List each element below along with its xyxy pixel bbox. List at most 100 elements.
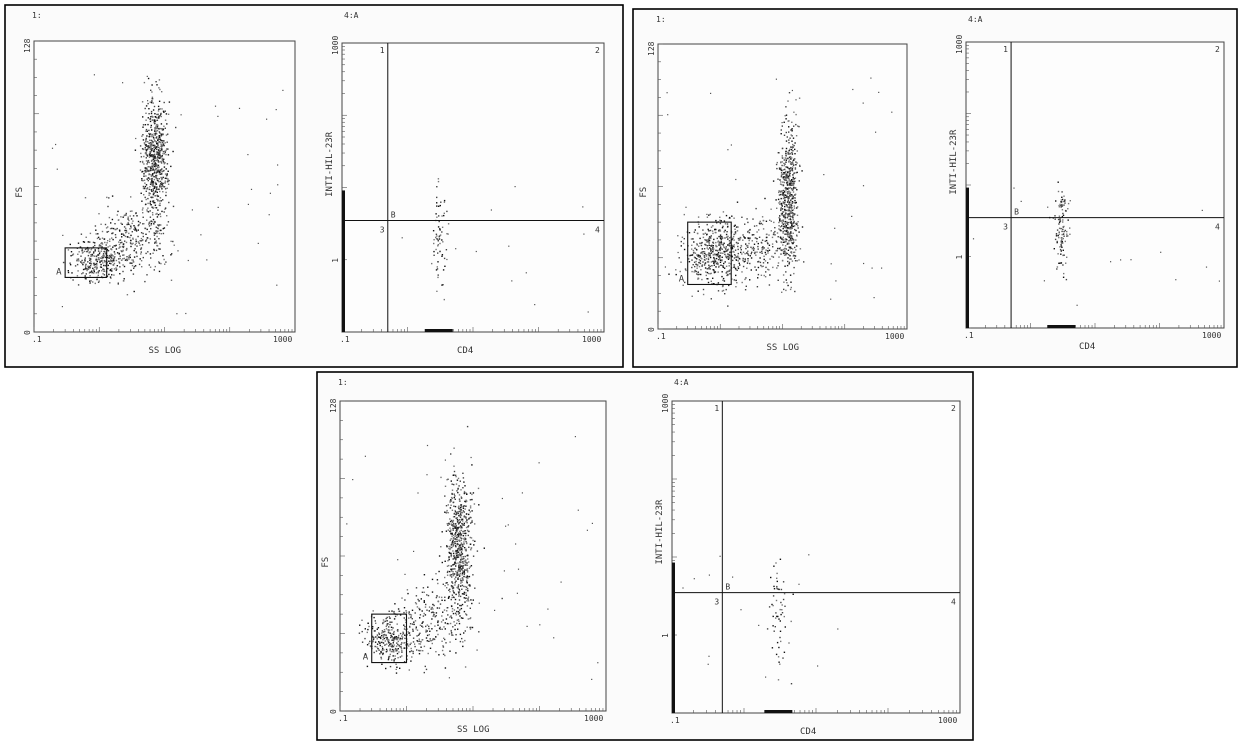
event-point — [89, 280, 91, 282]
event-point — [467, 598, 469, 600]
event-point — [737, 255, 739, 257]
event-point — [77, 284, 80, 286]
event-point — [110, 253, 112, 255]
event-point — [446, 574, 449, 576]
event-point — [452, 596, 455, 598]
event-point — [131, 262, 133, 264]
event-point — [724, 237, 726, 239]
event-point — [793, 172, 795, 175]
event-point — [153, 232, 155, 234]
event-point — [88, 248, 90, 250]
event-point — [789, 194, 791, 197]
event-point — [788, 261, 791, 264]
event-point — [459, 507, 462, 509]
event-point — [397, 636, 399, 638]
event-point — [871, 267, 873, 269]
event-point — [154, 241, 156, 243]
event-point — [122, 249, 124, 252]
event-point — [456, 519, 459, 521]
event-point — [162, 151, 165, 153]
event-point — [374, 630, 376, 632]
event-point — [147, 148, 149, 150]
event-point — [157, 149, 160, 151]
event-point — [417, 640, 419, 643]
event-point — [109, 245, 111, 247]
event-point — [717, 240, 720, 242]
event-point — [439, 229, 441, 231]
event-point — [119, 230, 121, 232]
event-point — [147, 161, 149, 163]
event-point — [460, 534, 462, 536]
event-point — [157, 138, 159, 141]
event-point — [147, 146, 149, 148]
event-point — [101, 230, 104, 233]
event-point — [749, 262, 751, 265]
event-point — [719, 257, 721, 259]
event-point — [152, 185, 155, 187]
y-axis-label: INTI-HIL-23R — [949, 129, 959, 195]
event-point — [98, 245, 100, 247]
event-point — [766, 241, 769, 244]
event-point — [153, 150, 155, 153]
event-point — [793, 144, 795, 147]
event-point — [112, 246, 114, 248]
event-point — [99, 260, 101, 262]
event-point — [104, 248, 106, 251]
event-point — [385, 648, 388, 651]
event-point — [159, 108, 161, 110]
event-point — [88, 272, 91, 274]
x-axis-label: CD4 — [800, 727, 816, 737]
event-point — [376, 634, 379, 636]
event-point — [472, 539, 474, 542]
event-point — [455, 525, 457, 527]
event-point — [450, 598, 452, 601]
event-point — [466, 493, 468, 495]
event-point — [455, 562, 457, 565]
event-point — [1062, 264, 1064, 266]
event-point — [396, 642, 398, 644]
event-point — [696, 244, 698, 246]
event-point — [131, 231, 133, 233]
event-point — [795, 239, 797, 241]
event-point — [76, 260, 78, 262]
event-point — [455, 652, 457, 654]
event-point — [473, 544, 475, 546]
event-point — [707, 281, 710, 284]
event-point — [782, 219, 784, 221]
event-point — [758, 229, 760, 231]
event-point — [785, 177, 787, 179]
event-point — [455, 540, 457, 543]
event-point — [440, 201, 442, 203]
event-point — [381, 649, 384, 651]
event-point — [719, 261, 722, 263]
event-point — [118, 243, 121, 246]
event-point — [698, 245, 700, 247]
event-point — [460, 533, 462, 535]
event-point — [450, 496, 453, 499]
event-point — [449, 531, 452, 533]
event-point — [776, 161, 778, 164]
event-point — [156, 113, 158, 116]
event-point — [392, 645, 395, 648]
event-point — [388, 642, 390, 644]
event-point — [793, 125, 795, 127]
event-point — [126, 259, 128, 262]
event-point — [760, 274, 763, 276]
event-point — [108, 216, 111, 219]
event-point — [153, 160, 155, 162]
event-point — [463, 524, 465, 526]
event-point — [460, 560, 462, 563]
event-point — [439, 234, 442, 236]
event-point — [716, 253, 718, 256]
event-point — [149, 266, 152, 268]
event-point — [780, 213, 783, 215]
event-point — [460, 555, 462, 557]
event-point — [157, 230, 159, 232]
event-point — [781, 125, 783, 127]
event-point — [456, 551, 458, 553]
event-point — [707, 240, 709, 242]
event-point — [691, 270, 693, 273]
event-point — [382, 631, 384, 633]
event-point — [143, 179, 146, 181]
event-point — [435, 233, 438, 235]
